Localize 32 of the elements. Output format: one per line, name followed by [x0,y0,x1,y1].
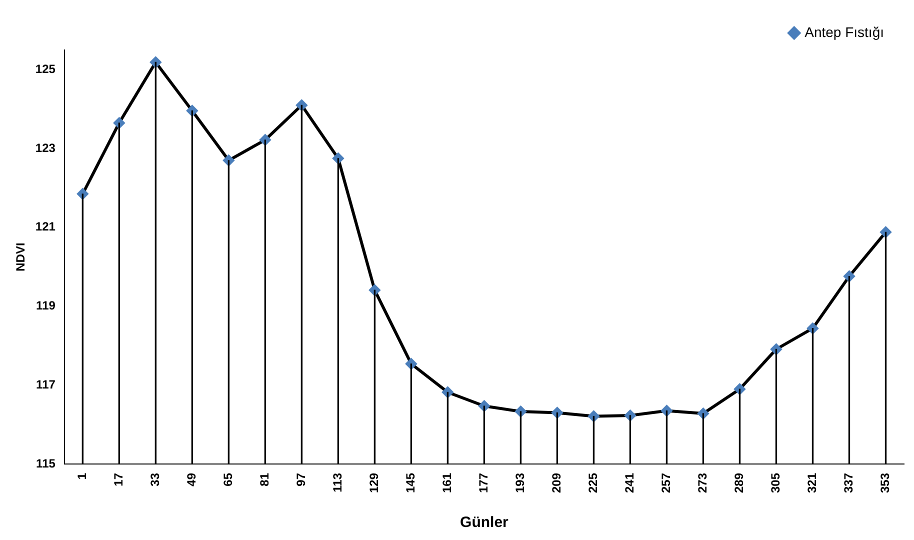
y-tick-label: 115 [36,456,56,470]
y-tick-label: 125 [35,62,56,76]
y-tick-label: 123 [35,140,56,155]
x-tick-label: 17 [111,472,126,486]
x-tick-label: 193 [513,472,528,494]
y-tick-label: 117 [36,377,56,392]
y-tick-label: 121 [35,220,56,234]
x-tick-label: 241 [622,472,637,494]
x-tick-label: 353 [878,472,892,494]
x-tick-label: 97 [294,472,308,486]
x-tick-label: 257 [659,472,674,494]
x-tick-label: 33 [148,472,162,486]
x-tick-label: 305 [768,472,783,494]
y-tick-label: 119 [36,298,56,313]
x-tick-label: 289 [732,472,746,494]
x-tick-label: 1 [74,472,89,480]
x-tick-label: 81 [258,472,272,486]
x-tick-label: 177 [476,472,491,494]
y-axis-title: NDVI [14,242,28,272]
x-tick-label: 145 [404,472,418,494]
x-tick-label: 321 [805,472,820,494]
x-tick-label: 337 [842,472,856,494]
x-tick-label: 65 [221,472,235,486]
x-axis-title: Günler [460,514,509,532]
x-tick-label: 209 [550,472,564,494]
x-tick-label: 273 [696,472,710,494]
x-tick-label: 161 [440,472,454,494]
x-tick-label: 49 [184,472,198,486]
x-tick-label: 113 [330,472,345,492]
legend-label: Antep Fıstığı [804,24,884,40]
x-tick-label: 225 [586,472,600,494]
x-tick-label: 129 [367,472,382,494]
